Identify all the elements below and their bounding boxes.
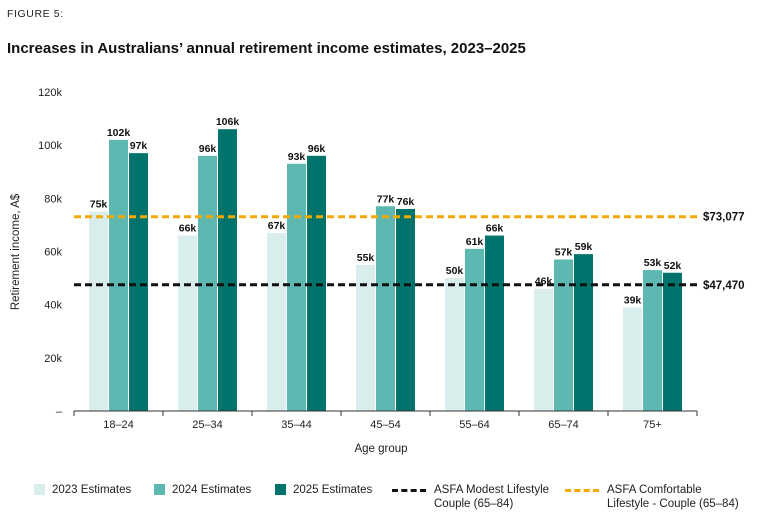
bar-2025 bbox=[485, 235, 504, 411]
y-tick-label: 60k bbox=[44, 247, 62, 259]
x-tick-label: 65–74 bbox=[548, 419, 579, 431]
y-tick-label: – bbox=[56, 406, 63, 418]
bar-2023 bbox=[534, 288, 553, 411]
y-axis-title: Retirement income, A$ bbox=[10, 193, 22, 310]
x-tick-label: 25–34 bbox=[192, 419, 223, 431]
legend-label-comfortable: ASFA Comfortable Lifestyle - Couple (65–… bbox=[607, 483, 739, 511]
bar-2025 bbox=[129, 153, 148, 411]
x-tick-label: 75+ bbox=[643, 419, 662, 431]
bar-2025 bbox=[663, 272, 682, 411]
bar-value-label: 50k bbox=[446, 265, 464, 277]
bar-2023 bbox=[178, 235, 197, 411]
bar-2023 bbox=[89, 211, 108, 411]
x-tick-label: 55–64 bbox=[459, 419, 490, 431]
legend-item-2025: 2025 Estimates bbox=[275, 483, 372, 497]
bar-value-label: 66k bbox=[486, 223, 504, 235]
legend-item-2024: 2024 Estimates bbox=[154, 483, 251, 497]
bar-value-label: 97k bbox=[130, 140, 148, 152]
y-tick-label: 20k bbox=[44, 353, 62, 365]
bar-value-label: 61k bbox=[466, 236, 484, 248]
reference-lines: $73,077 $47,470 bbox=[74, 212, 745, 292]
bar-2024 bbox=[109, 139, 128, 411]
bar-value-label: 76k bbox=[397, 196, 415, 208]
legend-dash-modest bbox=[392, 489, 426, 492]
legend-swatch-2023 bbox=[34, 484, 45, 495]
bar-value-label: 93k bbox=[288, 151, 306, 163]
bar-2023 bbox=[356, 264, 375, 411]
bar-value-label: 77k bbox=[377, 193, 395, 205]
bar-2024 bbox=[465, 248, 484, 411]
legend-label-comfortable-line2: Lifestyle - Couple (65–84) bbox=[607, 498, 739, 510]
legend-label-comfortable-line1: ASFA Comfortable bbox=[607, 484, 702, 496]
legend-dash-comfortable bbox=[565, 489, 599, 492]
legend-label-2023: 2023 Estimates bbox=[52, 484, 132, 496]
legend-label-2025: 2025 Estimates bbox=[293, 484, 373, 496]
y-tick-label: 120k bbox=[38, 87, 62, 99]
bar-value-label: 66k bbox=[179, 223, 197, 235]
x-axis-title: Age group bbox=[354, 443, 407, 455]
bar-value-label: 102k bbox=[107, 127, 131, 139]
reference-line-label-comfortable: $73,077 bbox=[703, 212, 745, 224]
bar-2025 bbox=[218, 129, 237, 411]
bar-value-label: 106k bbox=[216, 116, 240, 128]
bar-2023 bbox=[445, 278, 464, 411]
legend-swatch-2024 bbox=[154, 484, 165, 495]
x-tick-label: 18–24 bbox=[103, 419, 134, 431]
chart-title: Increases in Australians’ annual retirem… bbox=[7, 40, 526, 57]
bar-2024 bbox=[376, 206, 395, 411]
bar-value-label: 67k bbox=[268, 220, 286, 232]
reference-line-label-modest: $47,470 bbox=[703, 280, 745, 292]
bar-value-label: 52k bbox=[664, 260, 682, 272]
x-tick-label: 45–54 bbox=[370, 419, 401, 431]
legend-label-modest: ASFA Modest Lifestyle Couple (65–84) bbox=[434, 483, 549, 511]
y-axis: – 20k 40k 60k 80k 100k 120k bbox=[38, 87, 63, 418]
bar-value-label: 75k bbox=[90, 199, 108, 211]
bar-2024 bbox=[643, 270, 662, 411]
legend-item-modest: ASFA Modest Lifestyle Couple (65–84) bbox=[392, 483, 549, 511]
bars-group bbox=[89, 129, 682, 411]
bar-2023 bbox=[623, 307, 642, 411]
bar-2024 bbox=[287, 163, 306, 411]
y-tick-label: 80k bbox=[44, 193, 62, 205]
legend-swatch-2025 bbox=[275, 484, 286, 495]
bar-2025 bbox=[396, 208, 415, 411]
bar-value-label: 55k bbox=[357, 252, 375, 264]
bar-value-label: 53k bbox=[644, 257, 662, 269]
legend-label-2024: 2024 Estimates bbox=[172, 484, 252, 496]
figure-label: FIGURE 5: bbox=[7, 8, 64, 20]
bar-value-label: 96k bbox=[308, 143, 326, 155]
legend-label-modest-line1: ASFA Modest Lifestyle bbox=[434, 484, 550, 496]
legend-item-comfortable: ASFA Comfortable Lifestyle - Couple (65–… bbox=[565, 483, 739, 511]
y-tick-label: 40k bbox=[44, 300, 62, 312]
bar-2024 bbox=[554, 259, 573, 411]
bar-value-label: 59k bbox=[575, 241, 593, 253]
bar-value-label: 46k bbox=[535, 276, 553, 288]
bar-2023 bbox=[267, 232, 286, 411]
x-tick-label: 35–44 bbox=[281, 419, 312, 431]
legend-label-modest-line2: Couple (65–84) bbox=[434, 498, 514, 510]
x-axis: 18–24 25–34 35–44 45–54 55–64 65–74 75+ bbox=[73, 410, 698, 431]
bar-2025 bbox=[574, 254, 593, 411]
y-tick-label: 100k bbox=[38, 140, 62, 152]
bar-value-label: 96k bbox=[199, 143, 217, 155]
bar-value-label: 57k bbox=[555, 246, 573, 258]
bar-value-label: 39k bbox=[624, 294, 642, 306]
legend-item-2023: 2023 Estimates bbox=[34, 483, 131, 497]
bar-chart: – 20k 40k 60k 80k 100k 120k Retirement income,… bbox=[10, 87, 745, 455]
